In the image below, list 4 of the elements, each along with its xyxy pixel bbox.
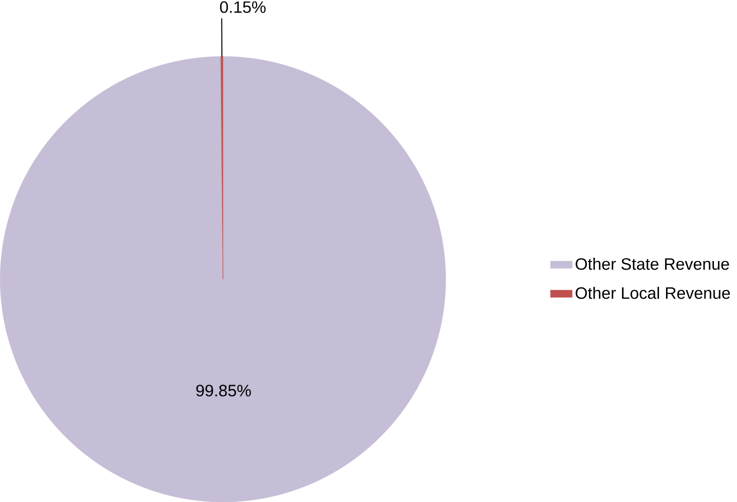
legend-label: Other State Revenue — [576, 258, 729, 270]
data-label: 99.85% — [196, 384, 251, 396]
legend-label: Other Local Revenue — [576, 286, 730, 299]
data-label: 0.15% — [220, 1, 266, 13]
